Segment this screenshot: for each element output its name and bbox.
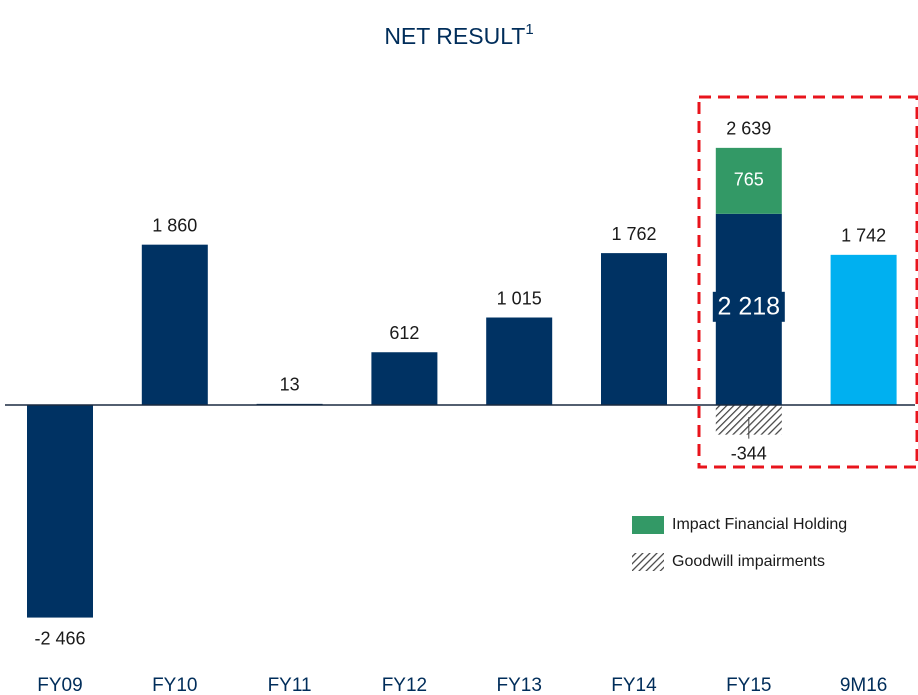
chart-title: NET RESULT1 [384,21,533,49]
x-tick-label: FY11 [268,675,312,695]
total-label: 2 639 [726,119,771,139]
value-label: 13 [280,375,300,395]
value-label: 1 762 [611,224,656,244]
title-text: NET RESULT [384,23,525,49]
value-label: -2 466 [34,628,85,648]
value-label: 2 218 [718,292,781,320]
x-tick-label: FY10 [152,675,197,695]
bar [371,352,438,405]
title-superscript: 1 [525,21,533,38]
x-tick-label: FY12 [382,675,427,695]
value-label: 1 742 [841,226,886,246]
value-label: 612 [389,323,419,343]
bar [486,317,553,405]
legend-swatch [632,553,664,571]
x-tick-label: FY15 [726,675,771,695]
x-tick-label: FY09 [37,675,82,695]
legend-label: Goodwill impairments [672,553,825,570]
label-box [712,291,785,322]
x-tick-label: FY14 [611,675,657,695]
x-tick-label: FY13 [496,675,541,695]
segment-label: 765 [734,170,764,190]
segment-label: -344 [731,443,767,463]
bar [27,405,93,618]
x-tick-label: 9M16 [840,675,888,695]
value-label: 1 860 [152,215,197,235]
highlight-box [697,95,918,469]
legend-label: Impact Financial Holding [672,516,847,533]
bar [141,244,208,405]
value-label: 1 015 [497,288,542,308]
bar [601,253,667,405]
bar-segment [715,147,782,214]
legend-swatch [632,516,664,534]
bar [830,254,897,405]
